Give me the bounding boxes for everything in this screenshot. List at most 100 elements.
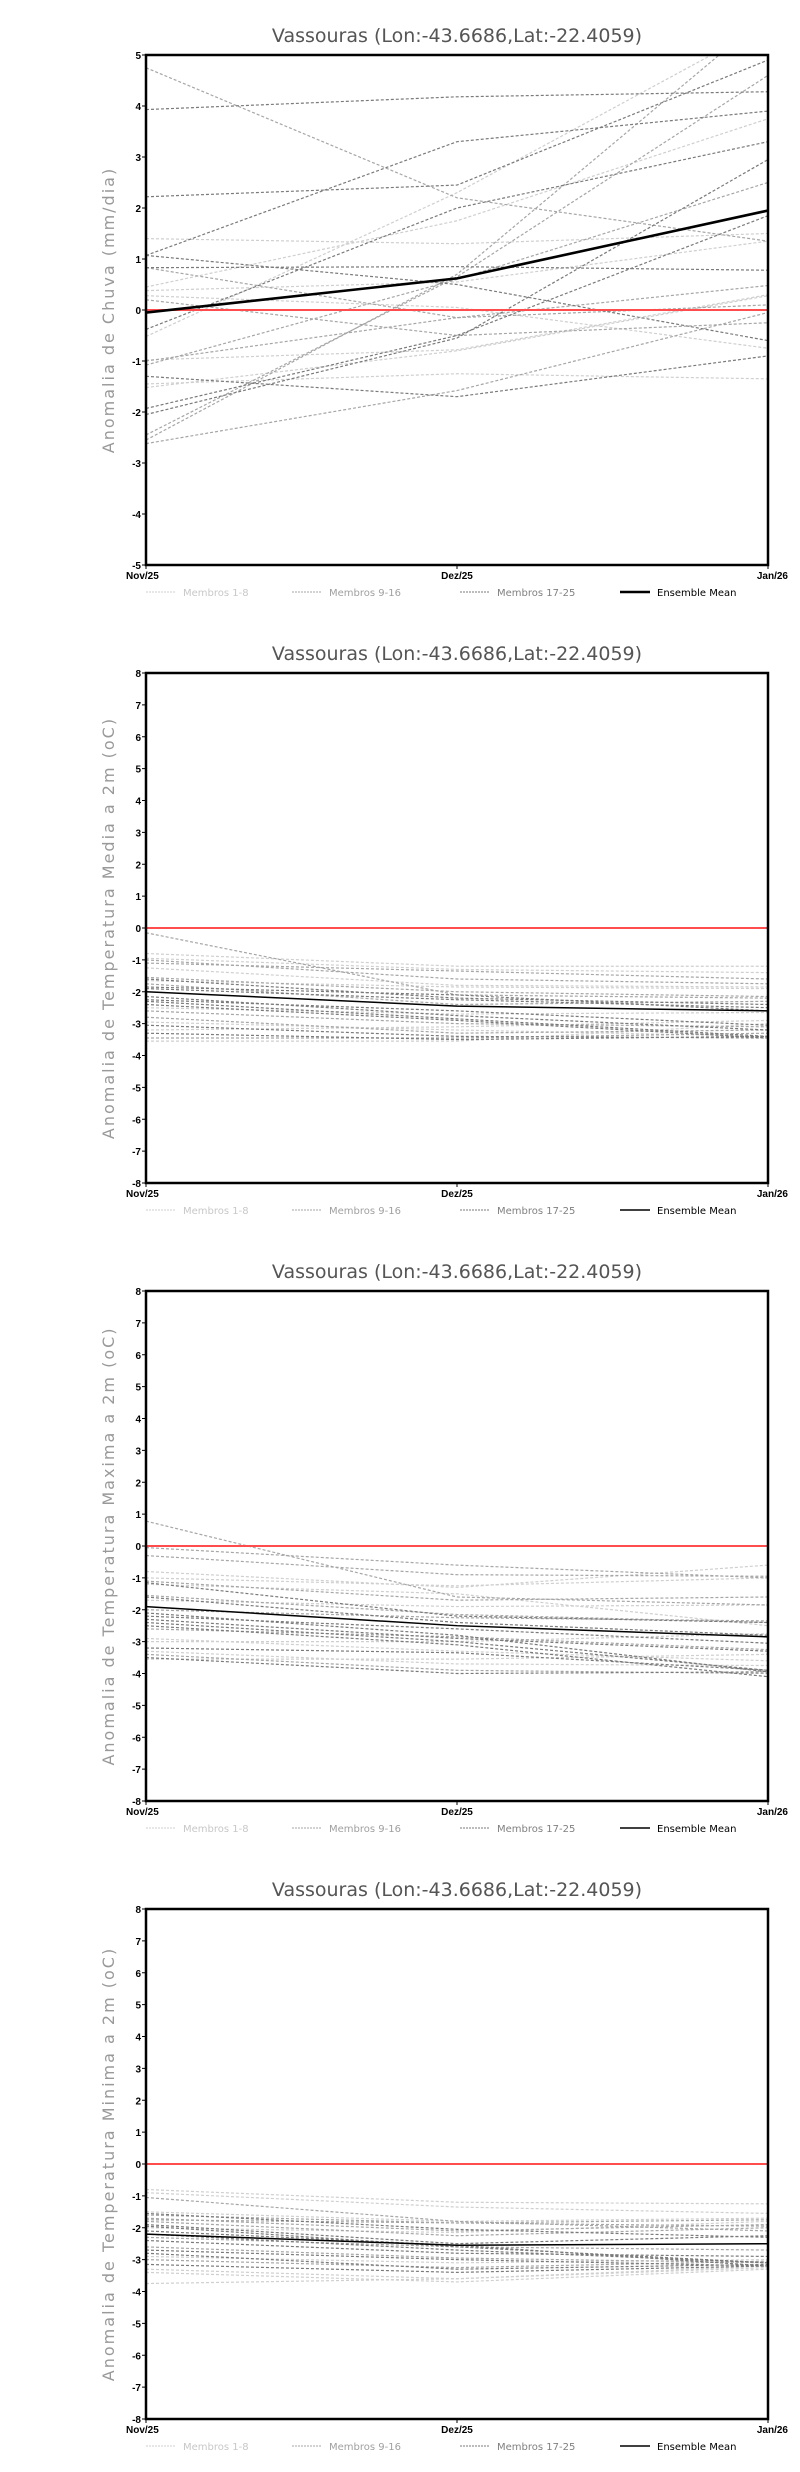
y-tick-label: 7 bbox=[135, 1319, 141, 1330]
member-line-12 bbox=[146, 976, 768, 998]
x-tick-label: Jan/26 bbox=[757, 2425, 789, 2436]
member-line-15 bbox=[146, 1609, 768, 1622]
legend-label: Membros 17-25 bbox=[497, 588, 575, 599]
y-tick-label: 2 bbox=[135, 2096, 141, 2107]
member-line-12 bbox=[146, 74, 768, 436]
y-tick-label: -4 bbox=[132, 510, 141, 521]
ensemble-mean-line bbox=[146, 2233, 768, 2247]
legend-label: Ensemble Mean bbox=[657, 1206, 736, 1217]
member-line-3 bbox=[146, 1583, 768, 1627]
member-line-23 bbox=[146, 1647, 768, 1671]
member-line-25 bbox=[146, 1615, 768, 1644]
member-line-14 bbox=[146, 1010, 768, 1028]
y-tick-label: 5 bbox=[135, 1383, 141, 1394]
chart-precipitation-anomaly: Vassouras (Lon:-43.6686,Lat:-22.4059) Ano… bbox=[0, 0, 800, 618]
member-line-17 bbox=[146, 978, 768, 1006]
member-line-22 bbox=[146, 1625, 768, 1678]
y-tick-label: 3 bbox=[135, 2064, 141, 2075]
member-line-20 bbox=[146, 1000, 768, 1037]
member-line-9 bbox=[146, 67, 768, 242]
member-line-7 bbox=[146, 1019, 768, 1031]
x-tick-label: Jan/26 bbox=[757, 1189, 789, 1200]
member-line-3 bbox=[146, 240, 768, 292]
member-line-7 bbox=[146, 2268, 768, 2283]
legend-label: Ensemble Mean bbox=[657, 1824, 736, 1835]
legend-label: Membros 17-25 bbox=[497, 1206, 575, 1217]
member-line-13 bbox=[146, 55, 721, 441]
member-line-5 bbox=[146, 2255, 768, 2264]
x-tick-label: Dez/25 bbox=[441, 1807, 473, 1818]
member-line-19 bbox=[146, 999, 768, 1026]
x-tick-label: Nov/25 bbox=[126, 1807, 159, 1818]
x-tick-label: Jan/26 bbox=[757, 571, 789, 582]
x-tick-label: Dez/25 bbox=[441, 571, 473, 582]
chart-max-temperature-anomaly: Vassouras (Lon:-43.6686,Lat:-22.4059) Ano… bbox=[0, 1236, 800, 1854]
member-line-6 bbox=[146, 294, 768, 361]
member-line-10 bbox=[146, 959, 768, 985]
x-tick-label: Dez/25 bbox=[441, 2425, 473, 2436]
member-line-4 bbox=[146, 295, 768, 349]
member-line-19 bbox=[146, 1612, 768, 1673]
member-line-4 bbox=[146, 1599, 768, 1608]
y-axis-label: Anomalia de Temperatura Minima a 2m (oC) bbox=[99, 1947, 118, 2381]
y-tick-label: 0 bbox=[135, 2160, 141, 2171]
member-line-11 bbox=[146, 2217, 768, 2232]
series-group bbox=[146, 1520, 768, 1678]
member-line-24 bbox=[146, 215, 768, 410]
member-line-13 bbox=[146, 983, 768, 1006]
member-line-3 bbox=[146, 967, 768, 988]
y-tick-label: -3 bbox=[132, 2256, 141, 2267]
member-line-8 bbox=[146, 2265, 768, 2285]
y-tick-label: -4 bbox=[132, 1670, 141, 1681]
y-tick-label: 2 bbox=[135, 1478, 141, 1489]
member-line-21 bbox=[146, 1003, 768, 1039]
legend-label: Membros 1-8 bbox=[183, 1824, 249, 1835]
y-tick-label: -2 bbox=[132, 2224, 141, 2235]
x-tick-label: Nov/25 bbox=[126, 1189, 159, 1200]
y-tick-label: -1 bbox=[132, 956, 141, 967]
member-line-10 bbox=[146, 1546, 768, 1579]
legend-label: Ensemble Mean bbox=[657, 588, 736, 599]
y-tick-label: -2 bbox=[132, 408, 141, 419]
legend-label: Ensemble Mean bbox=[657, 2442, 736, 2453]
y-tick-label: -8 bbox=[132, 1797, 141, 1808]
member-line-17 bbox=[146, 91, 768, 111]
member-line-11 bbox=[146, 1554, 768, 1577]
member-line-21 bbox=[146, 1621, 768, 1671]
member-line-1 bbox=[146, 232, 768, 245]
member-line-16 bbox=[146, 2219, 768, 2227]
x-tick-label: Jan/26 bbox=[757, 1807, 789, 1818]
y-tick-label: 5 bbox=[135, 51, 141, 62]
plot-frame bbox=[144, 53, 770, 567]
y-tick-label: -4 bbox=[132, 1052, 141, 1063]
y-tick-label: 4 bbox=[135, 102, 141, 113]
y-tick-label: -3 bbox=[132, 459, 141, 470]
chart-svg: Vassouras (Lon:-43.6686,Lat:-22.4059) Ano… bbox=[99, 1261, 789, 1835]
member-line-12 bbox=[146, 2220, 768, 2237]
y-tick-label: 3 bbox=[135, 828, 141, 839]
member-line-1 bbox=[146, 952, 768, 967]
member-line-18 bbox=[146, 59, 768, 198]
y-tick-label: -6 bbox=[132, 1115, 141, 1126]
y-tick-label: 6 bbox=[135, 733, 141, 744]
y-tick-label: -4 bbox=[132, 2288, 141, 2299]
y-tick-label: -1 bbox=[132, 357, 141, 368]
chart-svg: Vassouras (Lon:-43.6686,Lat:-22.4059) Ano… bbox=[99, 643, 789, 1217]
legend-label: Membros 1-8 bbox=[183, 1206, 249, 1217]
member-line-15 bbox=[146, 304, 768, 362]
y-tick-label: 7 bbox=[135, 1937, 141, 1948]
member-line-16 bbox=[146, 1032, 768, 1039]
x-tick-label: Nov/25 bbox=[126, 571, 159, 582]
y-tick-label: 2 bbox=[135, 860, 141, 871]
member-line-21 bbox=[146, 266, 768, 271]
y-tick-label: 3 bbox=[135, 153, 141, 164]
legend-label: Membros 9-16 bbox=[329, 1824, 401, 1835]
legend-label: Membros 9-16 bbox=[329, 1206, 401, 1217]
member-line-2 bbox=[146, 1577, 768, 1587]
y-tick-label: -7 bbox=[132, 1765, 141, 1776]
y-tick-label: -6 bbox=[132, 2351, 141, 2362]
member-line-4 bbox=[146, 979, 768, 990]
member-line-24 bbox=[146, 2212, 768, 2238]
y-tick-label: 1 bbox=[135, 255, 141, 266]
